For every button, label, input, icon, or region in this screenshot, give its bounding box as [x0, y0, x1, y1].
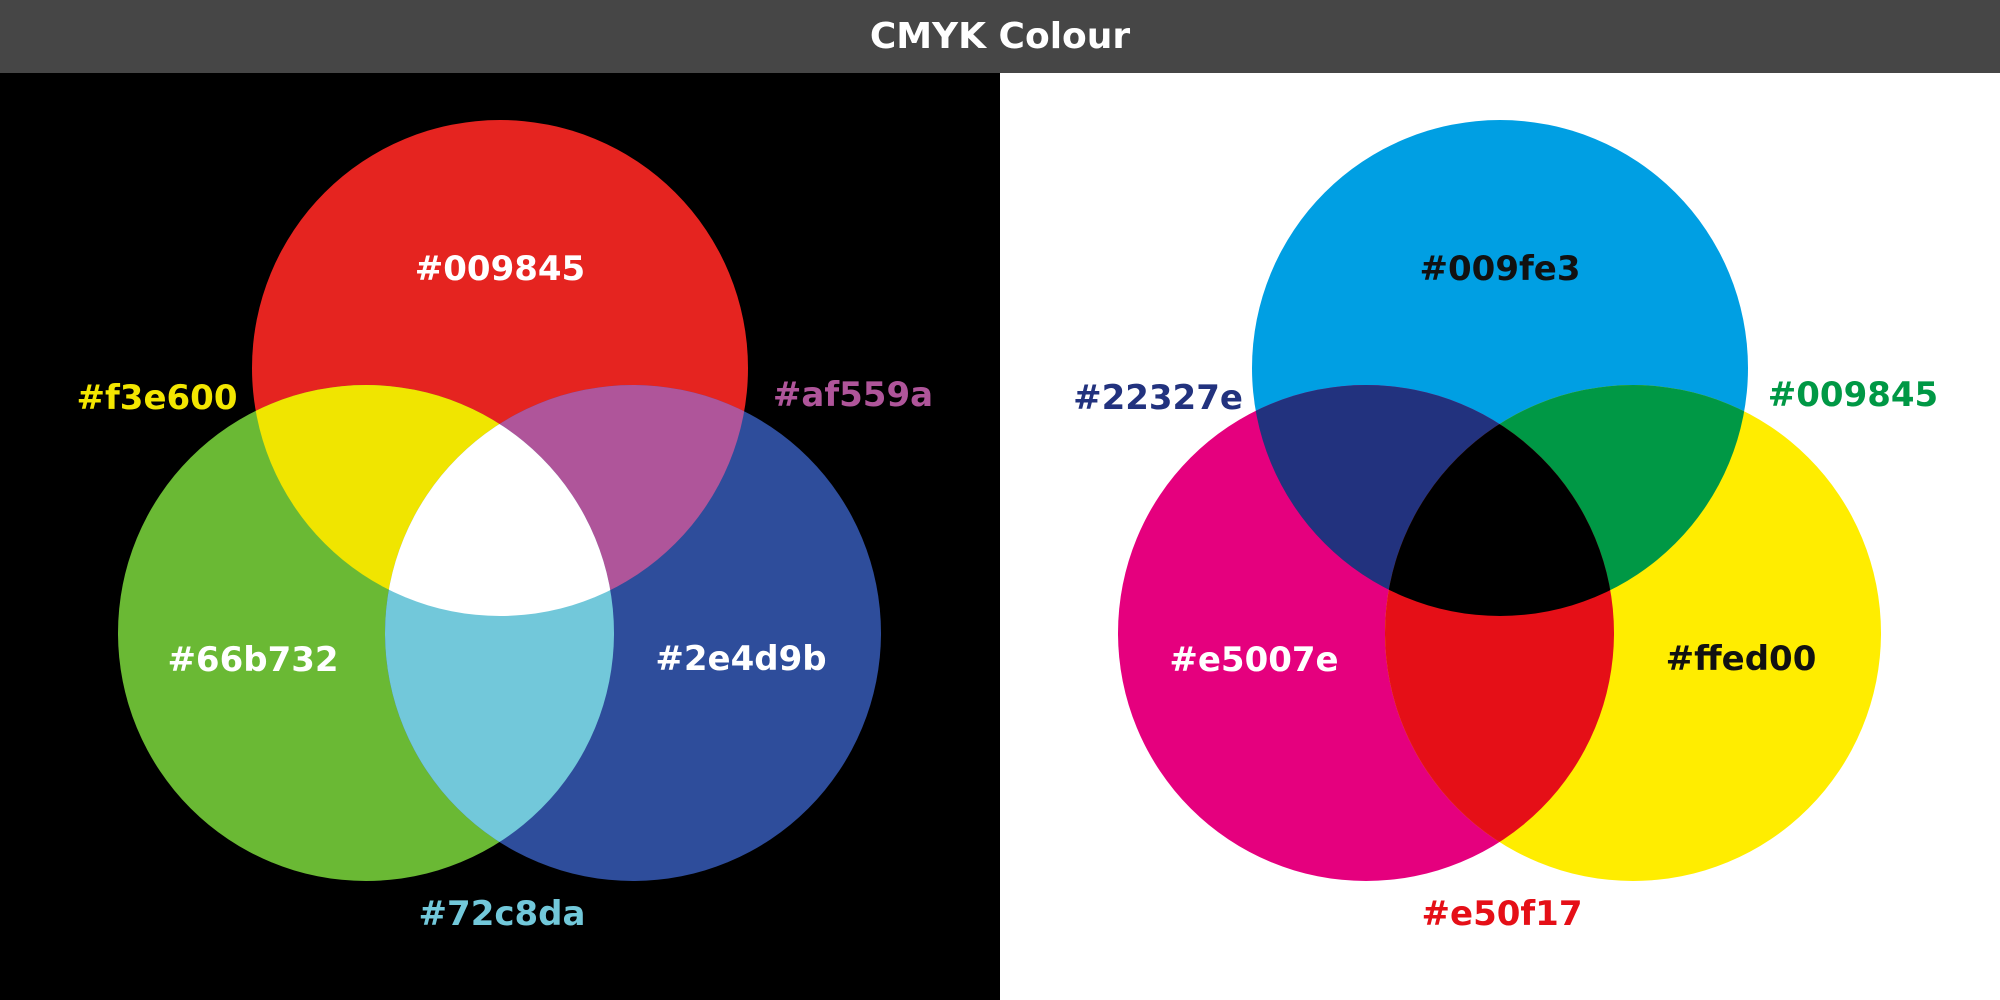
rgb-label-bottom-left: #66b732 [167, 640, 338, 680]
rgb-label-overlap-bottom: #72c8da [419, 894, 586, 934]
cmy-label-overlap-top-left: #22327e [1073, 378, 1243, 418]
rgb-label-overlap-top-right: #af559a [773, 375, 933, 415]
rgb-overlap-center [385, 385, 614, 616]
cmy-label-top: #009fe3 [1420, 249, 1581, 289]
rgb-label-top: #009845 [415, 249, 585, 289]
rgb-diagram-panel: #009845 #66b732 #2e4d9b #f3e600 #af559a … [0, 73, 1000, 1000]
cmy-venn-diagram: #009fe3 #e5007e #ffed00 #22327e #009845 … [1073, 120, 1938, 934]
cmy-label-overlap-bottom: #e50f17 [1422, 894, 1583, 934]
rgb-venn-diagram: #009845 #66b732 #2e4d9b #f3e600 #af559a … [77, 120, 933, 934]
cmy-diagram-panel: #009fe3 #e5007e #ffed00 #22327e #009845 … [1000, 73, 2000, 1000]
rgb-label-bottom-right: #2e4d9b [655, 639, 826, 679]
cmy-label-overlap-top-right: #009845 [1768, 375, 1938, 415]
page-title: CMYK Colour [869, 16, 1131, 57]
cmy-label-bottom-right: #ffed00 [1666, 639, 1817, 679]
rgb-label-overlap-top-left: #f3e600 [77, 378, 238, 418]
cmy-label-bottom-left: #e5007e [1169, 640, 1338, 680]
title-bar: CMYK Colour [0, 0, 2000, 73]
cmy-overlap-center [1385, 385, 1614, 616]
